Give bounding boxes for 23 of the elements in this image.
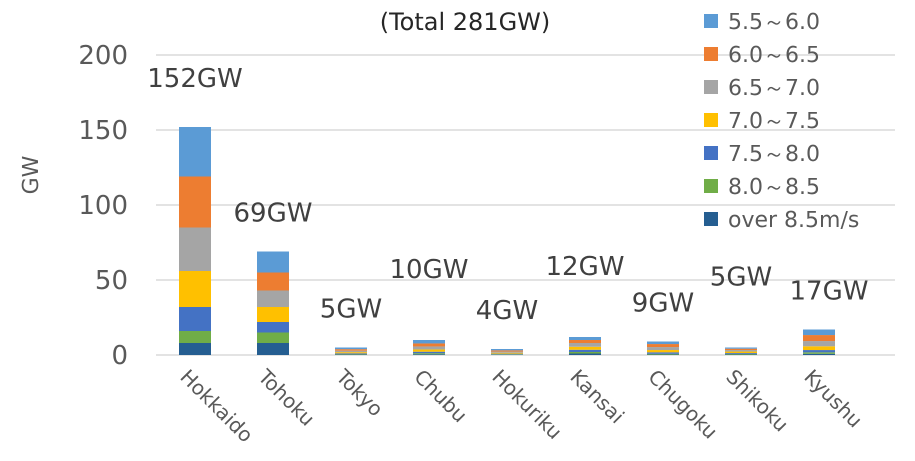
y-tick-label: 50	[94, 266, 128, 296]
total-label: 10GW	[390, 255, 468, 285]
y-tick-label: 0	[111, 341, 128, 371]
total-label: 12GW	[546, 252, 624, 282]
total-label: 152GW	[147, 64, 243, 94]
total-label: 17GW	[790, 276, 868, 306]
legend-label: 7.5～8.0	[728, 142, 820, 167]
y-tick-label: 100	[78, 191, 128, 221]
total-label: 69GW	[234, 198, 312, 228]
legend-label: 6.0～6.5	[728, 43, 820, 68]
total-label: 5GW	[710, 262, 772, 292]
y-tick-label: 150	[78, 116, 128, 146]
total-label: 4GW	[476, 296, 538, 326]
y-tick-label: 200	[78, 41, 128, 71]
total-label: 5GW	[320, 294, 382, 324]
total-label: 9GW	[632, 288, 694, 318]
y-axis-title: GW	[19, 155, 44, 194]
legend-label: 8.0～8.5	[728, 175, 820, 200]
chart-title: (Total 281GW)	[380, 8, 550, 36]
legend-label: over 8.5m/s	[728, 208, 860, 233]
legend-label: 6.5～7.0	[728, 76, 820, 101]
legend-label: 5.5～6.0	[728, 10, 820, 35]
legend-label: 7.0～7.5	[728, 109, 820, 134]
